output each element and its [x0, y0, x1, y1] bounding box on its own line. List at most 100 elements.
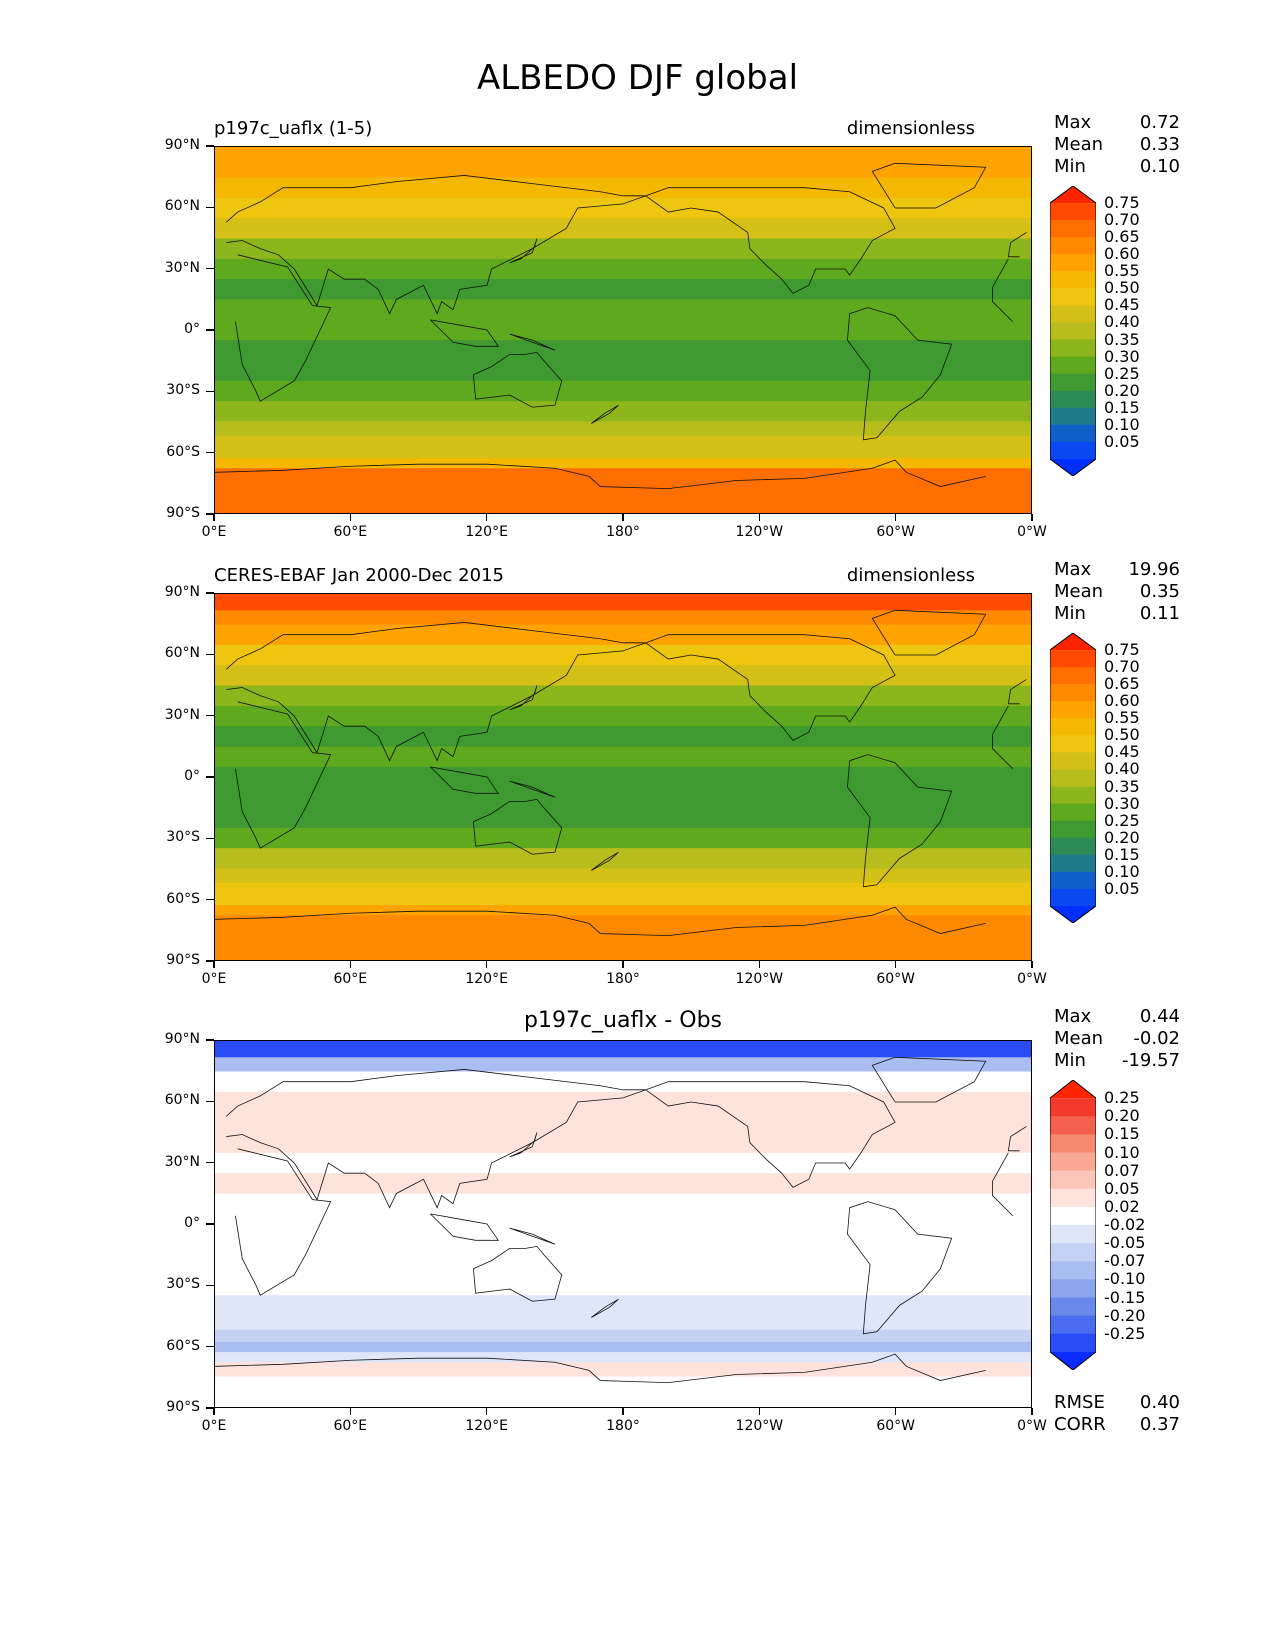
y-tick-mark	[206, 206, 214, 209]
lat-band	[215, 1329, 1031, 1343]
colorbar-segment	[1050, 820, 1096, 839]
stats-box: Max 0.44 Mean -0.02 Min -19.57	[1054, 1006, 1180, 1072]
lat-band	[215, 197, 1031, 219]
colorbar-label: 0.15	[1104, 1124, 1140, 1144]
stat-row: Mean -0.02	[1054, 1028, 1180, 1050]
lat-band	[215, 458, 1031, 469]
stat-row: Max 0.44	[1054, 1006, 1180, 1028]
colorbar-label: 0.25	[1104, 1088, 1140, 1108]
lat-band	[215, 905, 1031, 916]
lat-band	[215, 624, 1031, 646]
lat-band	[215, 340, 1031, 362]
colorbar-label: -0.25	[1104, 1323, 1146, 1343]
stat-row: Min 0.10	[1054, 156, 1180, 178]
colorbar-segment	[1050, 871, 1096, 890]
colorbar-segment	[1050, 390, 1096, 409]
x-tick-label: 120°E	[465, 971, 508, 987]
y-tick-mark	[206, 837, 214, 840]
lat-band	[215, 665, 1031, 687]
y-tick-label: 60°S	[166, 1337, 200, 1354]
x-tick-mark	[622, 1408, 624, 1415]
y-tick-mark	[206, 267, 214, 270]
colorbar-segment	[1050, 1351, 1096, 1370]
lat-band	[215, 1234, 1031, 1256]
lat-band	[215, 644, 1031, 666]
colorbar-segment	[1050, 271, 1096, 289]
lat-band	[215, 1352, 1031, 1363]
x-tick-mark	[485, 1408, 488, 1415]
y-tick-mark	[206, 390, 214, 393]
lat-band	[215, 848, 1031, 870]
x-tick-label: 120°W	[735, 971, 784, 987]
colorbar-segment	[1050, 305, 1096, 323]
x-tick-label: 60°E	[333, 524, 368, 540]
colorbar-segment	[1050, 1333, 1096, 1353]
lat-band	[215, 258, 1031, 280]
stat-name: Mean	[1054, 134, 1104, 155]
map-plot	[214, 593, 1032, 961]
coastline	[847, 307, 953, 441]
coastline	[871, 162, 987, 209]
stats-box: Max 0.72 Mean 0.33 Min 0.10	[1054, 112, 1180, 178]
colorbar-segment	[1050, 1206, 1096, 1226]
colorbar-segment	[1050, 1315, 1096, 1335]
x-tick-mark	[213, 1408, 215, 1415]
coastline	[430, 766, 500, 794]
colorbar-label: 0.75	[1104, 193, 1140, 213]
lat-band	[215, 868, 1031, 884]
coastline	[509, 685, 538, 711]
x-tick-label: 60°W	[876, 524, 915, 540]
colorbar-segment	[1050, 1297, 1096, 1317]
coastline	[235, 1148, 1014, 1296]
map-plot	[214, 146, 1032, 514]
lat-band	[215, 1173, 1031, 1195]
y-tick-mark	[206, 776, 214, 778]
y-tick-mark	[206, 329, 214, 331]
y-tick-label: 30°N	[164, 1153, 200, 1170]
coastline	[847, 754, 953, 888]
lat-band	[215, 238, 1031, 260]
coastline	[430, 319, 500, 347]
x-tick-label: 120°E	[465, 524, 508, 540]
colorbar-segment	[1050, 905, 1096, 923]
colorbar-segment	[1050, 237, 1096, 255]
colorbar-segment	[1050, 356, 1096, 375]
lat-band	[215, 610, 1031, 626]
colorbar-segment	[1050, 684, 1096, 702]
lat-band	[215, 299, 1031, 321]
x-tick-mark	[485, 961, 488, 968]
y-tick-mark	[206, 145, 214, 147]
stat-name: Max	[1054, 1006, 1092, 1027]
y-tick-label: 60°N	[164, 198, 200, 215]
lat-band	[215, 360, 1031, 382]
coastline	[645, 634, 896, 741]
stat-value: 0.33	[1139, 134, 1180, 155]
x-tick-mark	[213, 961, 215, 968]
lat-band	[215, 1112, 1031, 1134]
lat-band	[215, 746, 1031, 768]
colorbar	[1050, 633, 1096, 923]
lat-band	[215, 915, 1031, 931]
colorbar-segment	[1050, 701, 1096, 719]
panel-title-left: p197c_uaflx (1-5)	[214, 118, 373, 139]
colorbar-segment	[1050, 339, 1096, 358]
coastline	[226, 622, 1027, 762]
colorbar-segment	[1050, 650, 1096, 668]
lat-band	[215, 705, 1031, 727]
coastline	[591, 851, 619, 871]
footer-value: 0.37	[1139, 1414, 1180, 1435]
lat-band	[215, 1362, 1031, 1378]
colorbar-segment	[1050, 373, 1096, 392]
panel-units: dimensionless	[846, 565, 975, 586]
coastline	[847, 1201, 953, 1335]
colorbar-segment	[1050, 254, 1096, 272]
lat-band	[215, 726, 1031, 748]
colorbar-segment	[1050, 1243, 1096, 1262]
coastline	[645, 1081, 896, 1188]
y-tick-mark	[206, 592, 214, 594]
colorbar-segment	[1050, 1152, 1096, 1172]
x-tick-label: 60°W	[876, 1418, 915, 1434]
colorbar	[1050, 186, 1096, 476]
stat-row: Max 19.96	[1054, 559, 1180, 581]
lat-band	[215, 177, 1031, 199]
